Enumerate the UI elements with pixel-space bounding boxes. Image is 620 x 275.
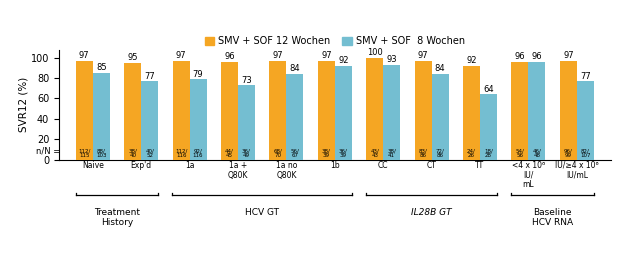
Text: 64: 64 bbox=[483, 85, 494, 94]
Bar bbox=[190, 79, 206, 160]
Text: IL28B GT: IL28B GT bbox=[411, 208, 452, 217]
Text: 24/
26: 24/ 26 bbox=[467, 148, 476, 158]
Bar bbox=[366, 58, 383, 160]
Bar bbox=[560, 61, 577, 160]
Text: 112/
115: 112/ 115 bbox=[78, 148, 91, 158]
Text: 73: 73 bbox=[241, 76, 252, 85]
Text: 40/
52: 40/ 52 bbox=[145, 148, 154, 158]
Text: 97: 97 bbox=[176, 51, 187, 60]
Text: 93: 93 bbox=[386, 55, 397, 64]
Bar bbox=[124, 63, 141, 160]
Text: 100: 100 bbox=[367, 48, 383, 57]
Text: 97: 97 bbox=[79, 51, 90, 60]
Text: 72/
86: 72/ 86 bbox=[436, 148, 445, 158]
Text: 68/
70: 68/ 70 bbox=[273, 148, 282, 158]
Text: 95: 95 bbox=[128, 53, 138, 62]
Text: 56/
67: 56/ 67 bbox=[290, 148, 299, 158]
Text: 97: 97 bbox=[321, 51, 332, 60]
Text: 36/
39: 36/ 39 bbox=[339, 148, 348, 158]
Bar bbox=[141, 81, 158, 160]
Y-axis label: SVR12 (%): SVR12 (%) bbox=[18, 77, 28, 132]
Bar bbox=[172, 61, 190, 160]
Bar bbox=[221, 62, 238, 160]
Text: 97: 97 bbox=[418, 51, 428, 60]
Text: 18/
28: 18/ 28 bbox=[484, 148, 493, 158]
Bar bbox=[286, 74, 303, 160]
Text: Baseline
HCV RNA: Baseline HCV RNA bbox=[532, 208, 573, 227]
Bar bbox=[76, 61, 93, 160]
Text: 96: 96 bbox=[515, 52, 525, 61]
Text: 38/
41: 38/ 41 bbox=[388, 148, 396, 158]
Text: 38/
39: 38/ 39 bbox=[322, 148, 330, 158]
Legend: SMV + SOF 12 Wochen, SMV + SOF  8 Wochen: SMV + SOF 12 Wochen, SMV + SOF 8 Wochen bbox=[201, 32, 469, 50]
Text: 77: 77 bbox=[144, 72, 155, 81]
Bar bbox=[528, 62, 546, 160]
Text: 82/
107: 82/ 107 bbox=[580, 148, 590, 158]
Text: 38/
40: 38/ 40 bbox=[128, 148, 137, 158]
Text: 83/
86: 83/ 86 bbox=[418, 148, 428, 158]
Bar bbox=[318, 61, 335, 160]
Bar bbox=[512, 62, 528, 160]
Text: 77: 77 bbox=[580, 72, 591, 81]
Text: 96: 96 bbox=[531, 52, 542, 61]
Bar bbox=[335, 66, 352, 160]
Bar bbox=[93, 73, 110, 160]
Text: 92/
116: 92/ 116 bbox=[193, 148, 203, 158]
Text: 44/
45: 44/ 45 bbox=[225, 148, 234, 158]
Text: 79: 79 bbox=[193, 70, 203, 79]
Text: 43/
43: 43/ 43 bbox=[370, 148, 379, 158]
Bar bbox=[415, 61, 432, 160]
Bar bbox=[270, 61, 286, 160]
Text: n/N =: n/N = bbox=[35, 147, 60, 156]
Text: 96/
99: 96/ 99 bbox=[564, 148, 573, 158]
Text: 84: 84 bbox=[290, 64, 300, 73]
Text: 36/
49: 36/ 49 bbox=[242, 148, 251, 158]
Text: 112/
116: 112/ 116 bbox=[175, 148, 187, 158]
Bar bbox=[463, 66, 480, 160]
Text: 88/
103: 88/ 103 bbox=[96, 148, 107, 158]
Bar bbox=[480, 94, 497, 160]
Text: 97: 97 bbox=[563, 51, 574, 60]
Bar bbox=[383, 65, 400, 160]
Text: 92: 92 bbox=[466, 56, 477, 65]
Text: 92: 92 bbox=[338, 56, 348, 65]
Bar bbox=[432, 74, 448, 160]
Text: 97: 97 bbox=[273, 51, 283, 60]
Text: 96: 96 bbox=[224, 52, 235, 61]
Bar bbox=[238, 85, 255, 160]
Text: Treatment
History: Treatment History bbox=[94, 208, 140, 227]
Text: 85: 85 bbox=[96, 64, 107, 72]
Bar bbox=[577, 81, 594, 160]
Text: 54/
56: 54/ 56 bbox=[515, 148, 525, 158]
Text: 46/
48: 46/ 48 bbox=[533, 148, 541, 158]
Text: HCV GT: HCV GT bbox=[245, 208, 279, 217]
Text: 84: 84 bbox=[435, 64, 445, 73]
